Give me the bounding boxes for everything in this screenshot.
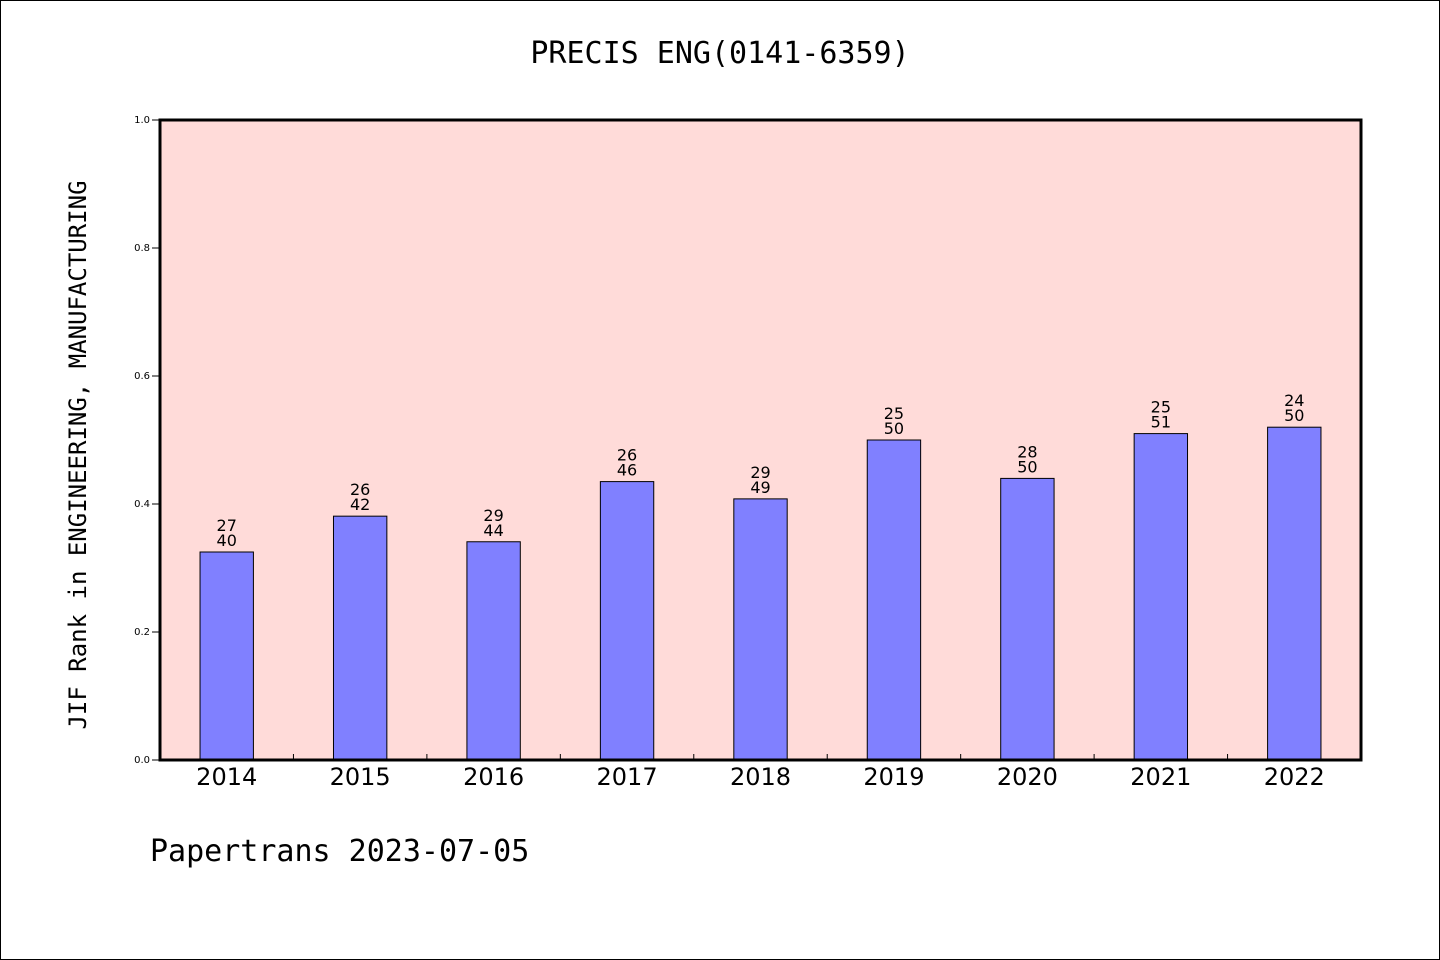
y-tick-label: 0.0 <box>134 755 150 766</box>
y-tick-label: 0.4 <box>134 499 150 510</box>
x-tick-label: 2017 <box>597 763 658 791</box>
bar-label-rank: 29 <box>483 506 503 525</box>
bar <box>1000 477 1055 761</box>
bar-label-rank: 25 <box>1151 398 1171 417</box>
x-tick-label: 2018 <box>730 763 791 791</box>
bar-label-rank: 24 <box>1284 391 1304 410</box>
bar <box>866 439 922 761</box>
bar-label-total: 50 <box>1284 406 1304 425</box>
x-tick-label: 2019 <box>863 763 924 791</box>
bar-label-total: 49 <box>750 478 770 497</box>
bar <box>1133 433 1189 761</box>
bar-label-total: 44 <box>483 521 503 540</box>
bar-label-rank: 28 <box>1017 442 1037 461</box>
bar-label-rank: 26 <box>350 480 370 499</box>
x-tick-label: 2021 <box>1130 763 1191 791</box>
x-tick-label: 2016 <box>463 763 524 791</box>
y-tick-label: 1.0 <box>134 115 150 126</box>
x-tick-label: 2015 <box>330 763 391 791</box>
y-tick-label: 0.8 <box>134 243 150 254</box>
footer-credit: Papertrans 2023-07-05 <box>150 834 530 869</box>
bar <box>1267 426 1322 761</box>
bar-label-total: 50 <box>1017 457 1037 476</box>
chart-title: PRECIS ENG(0141-6359) <box>530 36 910 71</box>
bar-label-rank: 26 <box>617 446 637 465</box>
bar <box>332 515 388 761</box>
bar <box>733 498 788 761</box>
bar-label-rank: 27 <box>217 516 237 535</box>
x-tick-label: 2014 <box>196 763 257 791</box>
y-tick-label: 0.2 <box>134 627 150 638</box>
bar <box>199 551 254 761</box>
x-tick-label: 2020 <box>997 763 1058 791</box>
x-tick-label: 2022 <box>1264 763 1325 791</box>
bar-label-total: 51 <box>1151 413 1171 432</box>
y-tick-label: 0.6 <box>134 371 150 382</box>
bar-label-total: 42 <box>350 495 370 514</box>
bar-label-rank: 25 <box>884 404 904 423</box>
plot-border <box>158 118 1363 762</box>
bar-label-rank: 29 <box>750 463 770 482</box>
bar <box>599 481 655 761</box>
bar-label-total: 40 <box>217 531 237 550</box>
bar <box>466 541 521 761</box>
bar-label-total: 50 <box>884 419 904 438</box>
bar-label-total: 46 <box>617 461 637 480</box>
